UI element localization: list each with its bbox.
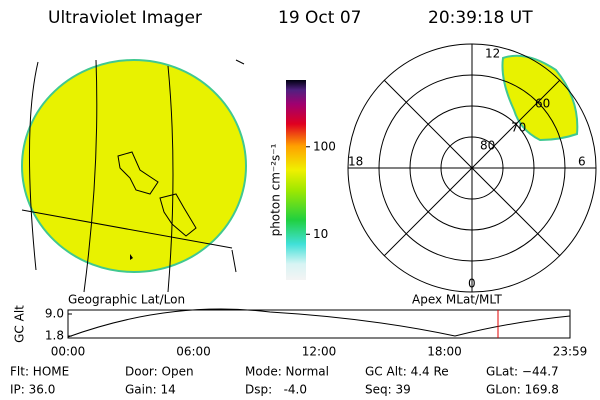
altitude-curve [67, 308, 571, 338]
y-tick-label: 9.0 [45, 307, 64, 321]
island [130, 254, 133, 260]
grid-stub [231, 59, 245, 273]
coastline [159, 193, 197, 237]
polar-panel [347, 43, 597, 293]
mlt-label: 6 [578, 155, 586, 169]
x-tick-label: 23:59 [553, 345, 588, 359]
status-field: Dsp: -4.0 [245, 383, 307, 397]
left-label: Geographic Lat/Lon [68, 293, 185, 307]
status-field: Mode: Normal [245, 365, 329, 379]
status-field: GLat: −44.7 [486, 365, 559, 379]
x-tick-label: 18:00 [427, 345, 462, 359]
status-field: IP: 36.0 [10, 383, 55, 397]
lat-label: 60 [535, 97, 550, 111]
status-field: GC Alt: 4.4 Re [365, 365, 449, 379]
right-label: Apex MLat/MLT [412, 293, 502, 307]
mlt-label: 18 [348, 155, 363, 169]
status-field: Seq: 39 [365, 383, 411, 397]
mlt-spokes [348, 44, 596, 292]
parallel [21, 209, 233, 249]
time: 20:39:18 UT [428, 8, 533, 28]
meridian [167, 65, 174, 293]
status-field: Door: Open [125, 365, 194, 379]
meridian [28, 61, 39, 271]
image-disk [21, 59, 247, 273]
title: Ultraviolet Imager [48, 8, 202, 28]
timeline-ylabel: GC Alt [13, 305, 27, 343]
meridian [83, 59, 98, 293]
mlt-label: 0 [468, 277, 476, 291]
colorbar-tick-label: 10 [313, 227, 328, 241]
status-field: Gain: 14 [125, 383, 176, 397]
y-tick-label: 1.8 [45, 329, 64, 343]
x-tick-label: 12:00 [302, 345, 337, 359]
lat-label: 80 [480, 139, 495, 153]
x-tick-label: 06:00 [176, 345, 211, 359]
lat-label: 70 [511, 121, 526, 135]
timeline-box [67, 309, 571, 339]
colorbar-tick-label: 100 [313, 139, 336, 153]
geo-panel [21, 59, 247, 293]
colorbar-label: photon cm⁻²s⁻¹ [269, 143, 283, 236]
x-tick-label: 00:00 [51, 345, 86, 359]
mlt-label: 12 [485, 47, 500, 61]
coastline [117, 151, 159, 195]
colorbar [286, 80, 306, 280]
status-field: Flt: HOME [10, 365, 69, 379]
status-field: GLon: 169.8 [486, 383, 559, 397]
date: 19 Oct 07 [278, 8, 361, 28]
